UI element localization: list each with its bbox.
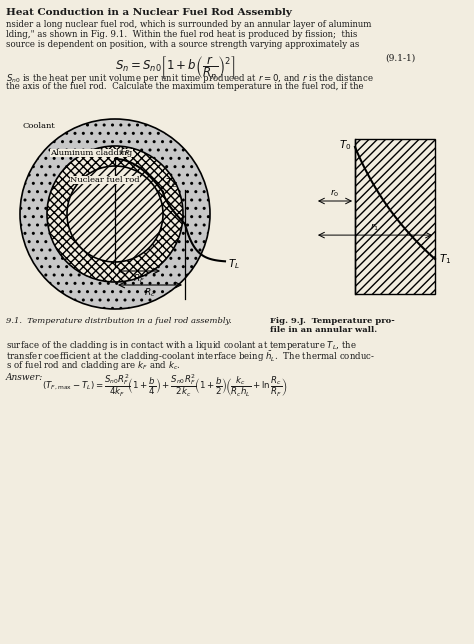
Text: $S_n = S_{n0}\left[1 + b\left(\dfrac{r}{R_n}\right)^2\right]$: $S_n = S_{n0}\left[1 + b\left(\dfrac{r}{… [115,54,235,81]
Text: s of fuel rod and cladding are $k_F$ and $k_c$.: s of fuel rod and cladding are $k_F$ and… [6,359,181,372]
Text: Answer:: Answer: [6,373,43,382]
Text: $T_0$: $T_0$ [338,138,351,152]
Text: lding," as shown in Fig. 9.1.  Within the fuel rod heat is produced by fission; : lding," as shown in Fig. 9.1. Within the… [6,30,357,39]
Text: $T_L$: $T_L$ [228,257,240,271]
Text: Heat Conduction in a Nuclear Fuel Rod Assembly: Heat Conduction in a Nuclear Fuel Rod As… [6,8,292,17]
Circle shape [20,119,210,309]
Text: $r_0$: $r_0$ [330,187,340,199]
Text: nsider a long nuclear fuel rod, which is surrounded by an annular layer of alumi: nsider a long nuclear fuel rod, which is… [6,20,371,29]
Text: transfer coefficient at the cladding-coolant interface being $\bar{h}_L$.  The t: transfer coefficient at the cladding-coo… [6,349,375,364]
Text: surface of the cladding is in contact with a liquid coolant at temperature $T_L$: surface of the cladding is in contact wi… [6,339,357,352]
Text: $R_F$: $R_F$ [133,272,145,285]
Text: the axis of the fuel rod.  Calculate the maximum temperature in the fuel rod, if: the axis of the fuel rod. Calculate the … [6,82,364,91]
Text: Fig. 9.J.  Temperature pro-: Fig. 9.J. Temperature pro- [270,317,395,325]
Text: (9.1-1): (9.1-1) [385,54,415,63]
Text: $R_c$: $R_c$ [144,286,156,299]
Text: source is dependent on position, with a source strength varying approximately as: source is dependent on position, with a … [6,40,359,49]
Text: file in an annular wall.: file in an annular wall. [270,326,377,334]
Text: Coolant: Coolant [23,122,56,130]
Text: $S_{n0}$ is the heat per unit volume per unit time produced at $r = 0$, and $r$ : $S_{n0}$ is the heat per unit volume per… [6,72,374,85]
Text: $T_C$: $T_C$ [165,176,178,190]
Text: $r_1$: $r_1$ [370,222,380,233]
Text: $T_F$: $T_F$ [118,144,131,158]
Text: $T_1$: $T_1$ [439,252,451,266]
Text: $(T_{F,\mathrm{max}} - T_L) = \dfrac{S_{n0}R_F^2}{4k_F}\!\left(1 + \dfrac{b}{4}\: $(T_{F,\mathrm{max}} - T_L) = \dfrac{S_{… [42,373,287,399]
Circle shape [47,146,183,282]
Text: Aluminum cladding: Aluminum cladding [50,149,132,157]
Text: 9.1.  Temperature distribution in a fuel rod assembly.: 9.1. Temperature distribution in a fuel … [6,317,232,325]
Circle shape [67,166,163,262]
Text: Nuclear fuel rod: Nuclear fuel rod [70,176,140,184]
Bar [355,139,435,294]
